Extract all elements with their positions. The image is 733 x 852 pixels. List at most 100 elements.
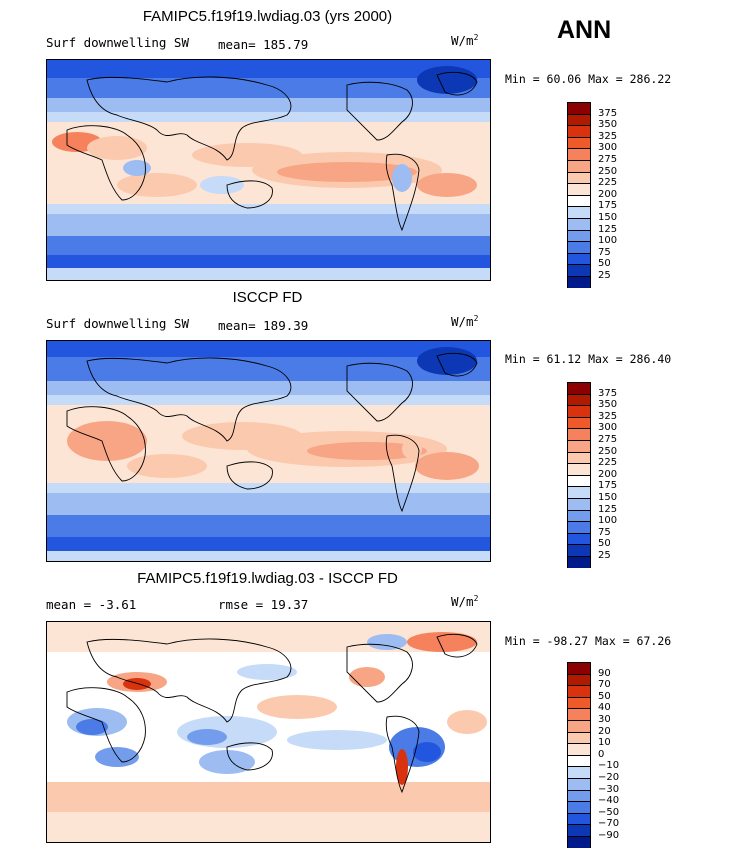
map-difference-sw [46,621,491,843]
colorbar-tick-label: 40 [598,702,611,714]
panel-title: FAMIPC5.f19f19.lwdiag.03 - ISCCP FD [137,570,398,587]
colorbar-tick-label: 225 [598,177,618,189]
colorbar-swatch [567,382,591,394]
map-model-sw [46,59,491,281]
colorbar-tick-label: −10 [598,760,620,772]
colorbar-swatch [567,125,591,137]
colorbar-tick-label: 150 [598,492,618,503]
colorbar-tick-label: 50 [598,538,611,550]
field-label: Surf downwelling SW [46,35,189,50]
colorbar-swatch [567,252,591,265]
colorbar-swatch [567,275,591,288]
colorbar-swatch [567,835,591,848]
colorbar-swatch [567,544,591,556]
colorbar-swatch [567,521,591,533]
colorbar-swatch [567,509,591,522]
panel-title: FAMIPC5.f19f19.lwdiag.03 (yrs 2000) [142,8,393,25]
colorbar-swatch [567,812,591,825]
mean-label: mean= 185.79 [218,37,309,52]
colorbar-swatch [567,183,591,195]
units-label: W/m2 [451,33,479,49]
colorbar-tick-label: −50 [598,806,620,818]
colorbar-swatch [567,696,591,709]
colorbar-tick-label: 25 [598,270,611,281]
field-label: Surf downwelling SW [46,316,189,331]
colorbar-tick-label: 75 [598,526,611,538]
colorbar-swatch [567,497,591,510]
colorbar-swatch [567,463,591,475]
colorbar-swatch [567,766,591,778]
colorbar: 90 70 50 40 30 20 10 0 −10 −20 −30 −40 −50 −70 −90 [567,662,619,848]
colorbar-tick-label: 25 [598,550,611,561]
colorbar-tick-label: 375 [598,387,618,399]
colorbar-swatch [567,405,591,417]
colorbar-tick-label: 90 [598,667,611,679]
colorbar: 375 350 325 300 275 250 225 200 175 150 125 100 75 50… [567,102,617,288]
colorbar-swatch [567,777,591,790]
colorbar-swatch [567,824,591,836]
colorbar-tick-label: 225 [598,457,618,469]
min-max-label: Min = -98.27 Max = 67.26 [505,634,672,648]
colorbar-swatch [567,229,591,242]
colorbar-tick-label: 150 [598,212,618,223]
colorbar-swatch [567,241,591,253]
colorbar-swatch [567,673,591,686]
colorbar-swatch [567,754,591,767]
colorbar-tick-label: 375 [598,107,618,119]
colorbar-tick-label: 325 [598,130,618,142]
min-max-label: Min = 60.06 Max = 286.22 [505,72,672,86]
colorbar-tick-label: 350 [598,119,618,131]
colorbar-tick-label: 300 [598,422,618,434]
colorbar-swatch [567,136,591,149]
colorbar-swatch [567,264,591,276]
colorbar-swatch [567,486,591,498]
colorbar-swatch [567,148,591,160]
colorbar-tick-label: 10 [598,737,611,749]
colorbar-tick-label: 250 [598,165,618,177]
colorbar-tick-label: 275 [598,154,618,165]
colorbar-swatch [567,451,591,464]
map-obs-sw [46,340,491,562]
colorbar-tick-label: 325 [598,410,618,422]
colorbar-tick-label: 350 [598,399,618,411]
colorbar-swatch [567,217,591,230]
colorbar-tick-label: −70 [598,818,620,830]
colorbar-tick-label: −20 [598,772,620,783]
colorbar-swatch [567,171,591,184]
colorbar-swatch [567,102,591,114]
colorbar-swatch [567,113,591,126]
colorbar-tick-label: 125 [598,503,618,515]
colorbar-tick-label: 125 [598,223,618,235]
colorbar-swatch [567,719,591,732]
colorbar-swatch [567,743,591,755]
colorbar-tick-label: 50 [598,258,611,270]
colorbar-tick-label: 175 [598,200,618,212]
colorbar-swatch [567,708,591,720]
rmse-label: rmse = 19.37 [218,597,309,612]
colorbar-tick-label: 200 [598,468,618,480]
colorbar-tick-label: 0 [598,748,605,760]
colorbar-tick-label: 20 [598,725,611,737]
colorbar-tick-label: −30 [598,783,620,795]
colorbar-swatch [567,159,591,172]
colorbar-swatch [567,474,591,487]
colorbar-tick-label: 70 [598,679,611,691]
colorbar-swatch [567,393,591,406]
colorbar-swatch [567,416,591,429]
colorbar-swatch [567,439,591,452]
colorbar-tick-label: 175 [598,480,618,492]
colorbar-tick-label: 30 [598,714,611,725]
colorbar-tick-label: 300 [598,142,618,154]
mean-label: mean = -3.61 [46,597,137,612]
colorbar-swatch [567,685,591,697]
mean-label: mean= 189.39 [218,318,309,333]
colorbar-swatch [567,194,591,207]
colorbar-swatch [567,801,591,813]
colorbar-tick-label: 100 [598,235,618,247]
colorbar-tick-label: −40 [598,795,620,807]
colorbar: 375 350 325 300 275 250 225 200 175 150 125 100 75 50… [567,382,617,568]
colorbar-swatch [567,206,591,218]
units-label: W/m2 [451,594,479,610]
panel-title: ISCCP FD [232,289,303,306]
colorbar-tick-label: 75 [598,246,611,258]
